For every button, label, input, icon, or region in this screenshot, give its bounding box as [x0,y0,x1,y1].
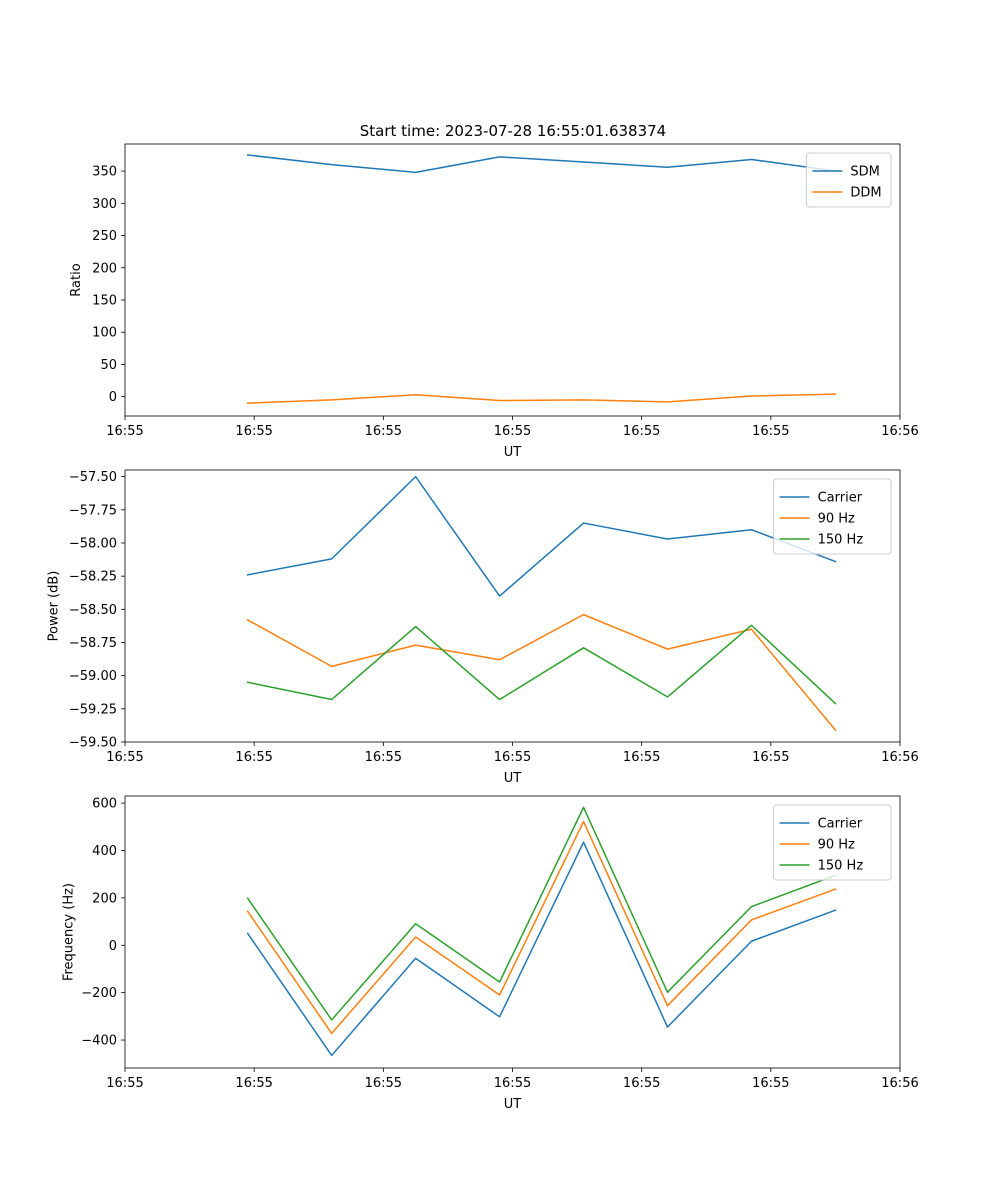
x-tick-label: 16:56 [881,424,918,439]
x-tick-label: 16:55 [235,750,272,765]
y-tick-label: −57.75 [69,503,117,518]
x-tick-label: 16:55 [494,750,531,765]
x-tick-label: 16:55 [365,1076,402,1091]
y-tick-label: −57.50 [69,470,117,485]
series-line-90-hz [246,820,837,1035]
legend-label: Carrier [818,817,863,832]
y-tick-label: 400 [92,844,117,859]
series-line-90-hz [246,613,837,732]
y-tick-label: −58.75 [69,636,117,651]
y-tick-label: −58.25 [69,570,117,585]
x-tick-label: 16:55 [106,424,143,439]
y-tick-label: −58.50 [69,603,117,618]
series-line-150-hz [246,624,837,705]
x-tick-label: 16:55 [235,1076,272,1091]
y-tick-label: 600 [92,797,117,812]
y-tick-label: −200 [81,986,117,1001]
legend: Carrier 90 Hz 150 Hz [773,804,892,881]
axes-3: 16:55 16:55 16:55 16:55 16:55 16:55 16:56 −400 −… [62,795,919,1112]
x-tick-label: 16:56 [881,750,918,765]
x-tick-label: 16:55 [494,1076,531,1091]
legend-label: 150 Hz [818,533,864,548]
axes-container: 16:55 16:55 16:55 16:55 16:55 16:55 16:56 0 50 10… [46,143,919,1112]
y-tick-label: 300 [92,197,117,212]
x-axis-label: UT [504,771,522,786]
series-line-carrier [246,841,837,1057]
x-tick-label: 16:55 [106,750,143,765]
legend-label: SDM [850,165,879,180]
x-tick-label: 16:55 [106,1076,143,1091]
legend-box [805,152,892,208]
y-tick-label: 100 [92,326,117,341]
y-axis-label: Ratio [69,263,84,296]
x-tick-label: 16:56 [881,1076,918,1091]
legend-label: DDM [850,186,881,201]
y-axis-label: Power (dB) [46,571,61,642]
legend-label: 90 Hz [818,838,855,853]
x-tick-label: 16:55 [623,1076,660,1091]
y-tick-label: −59.25 [69,702,117,717]
y-tick-label: 350 [92,165,117,180]
y-axis-label: Frequency (Hz) [62,883,77,981]
y-tick-label: 200 [92,891,117,906]
y-tick-label: −59.50 [69,736,117,751]
x-tick-label: 16:55 [623,424,660,439]
legend: SDM DDM [805,152,892,208]
y-tick-label: 50 [100,358,117,373]
x-tick-label: 16:55 [752,1076,789,1091]
x-axis-label: UT [504,445,522,460]
axes-2: 16:55 16:55 16:55 16:55 16:55 16:55 16:56 −59.5… [46,469,919,786]
legend: Carrier 90 Hz 150 Hz [773,478,892,555]
legend-label: 90 Hz [818,512,855,527]
x-tick-label: 16:55 [752,750,789,765]
figure-title: Start time: 2023-07-28 16:55:01.638374 [360,122,666,140]
y-tick-label: 200 [92,261,117,276]
series-line-150-hz [246,806,837,1021]
y-tick-label: 0 [109,390,117,405]
legend-label: 150 Hz [818,859,864,874]
axes-1: 16:55 16:55 16:55 16:55 16:55 16:55 16:56 0 50 10… [69,143,919,460]
y-tick-label: −58.00 [69,536,117,551]
x-tick-label: 16:55 [365,750,402,765]
series-line-carrier [246,475,837,597]
x-tick-label: 16:55 [235,424,272,439]
x-tick-label: 16:55 [752,424,789,439]
legend-label: Carrier [818,491,863,506]
series-line-sdm [246,154,837,174]
x-axis-label: UT [504,1097,522,1112]
y-tick-label: 250 [92,229,117,244]
x-tick-label: 16:55 [623,750,660,765]
y-tick-label: −59.00 [69,669,117,684]
x-tick-label: 16:55 [494,424,531,439]
y-tick-label: 0 [109,939,117,954]
series-line-ddm [246,393,837,404]
y-tick-label: 150 [92,293,117,308]
x-tick-label: 16:55 [365,424,402,439]
y-tick-label: −400 [81,1034,117,1049]
